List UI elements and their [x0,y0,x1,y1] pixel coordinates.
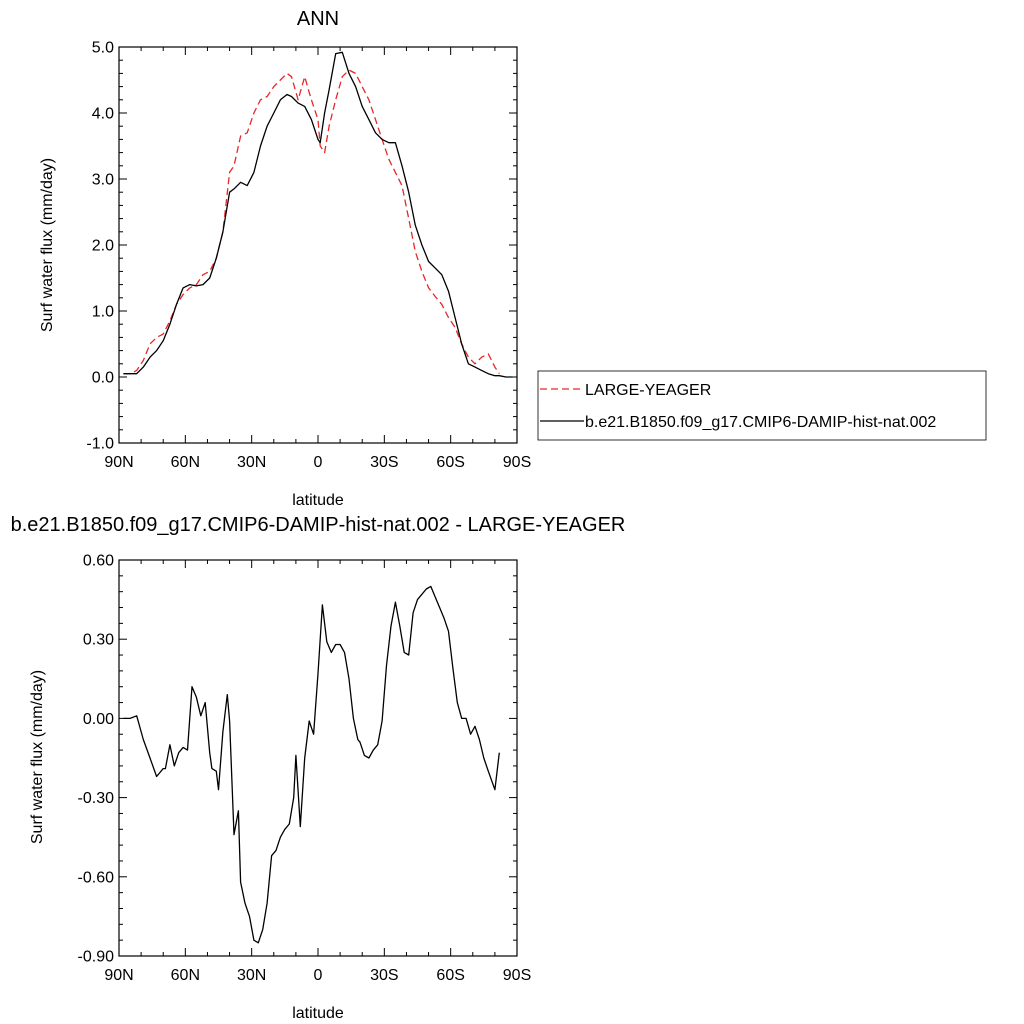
panel-difference: b.e21.B1850.f09_g17.CMIP6-DAMIP-hist-nat… [11,514,626,1022]
plot-frame [118,46,518,444]
x-tick-label: 30S [370,454,398,471]
x-tick-label: 90N [104,967,133,984]
x-tick-label: 60S [436,454,464,471]
x-tick-label: 0 [314,454,323,471]
y-tick-label: -1.0 [86,436,114,453]
y-axis-label: Surf water flux (mm/day) [29,670,46,844]
x-tick-label: 90S [503,967,531,984]
y-axis-label: Surf water flux (mm/day) [39,158,56,332]
series-lines [123,51,513,378]
series-line-1 [123,69,500,375]
legend: LARGE-YEAGER b.e21.B1850.f09_g17.CMIP6-D… [537,370,987,441]
y-tick-labels: -1.0 0.0 1.0 2.0 3.0 4.0 5.0 [86,40,114,453]
y-tick-label: 0.00 [83,711,114,728]
legend-label-hist-nat: b.e21.B1850.f09_g17.CMIP6-DAMIP-hist-nat… [585,414,936,431]
series-line-1 [123,585,500,944]
y-tick-labels: -0.90 -0.60 -0.30 0.00 0.30 0.60 [78,553,115,966]
chart-title: ANN [297,8,339,30]
panel-annual-mean: ANN Surf water flux (mm/day) latitude -1… [39,8,531,509]
x-tick-label: 30N [237,454,266,471]
x-tick-label: 30N [237,967,266,984]
x-tick-label: 60S [436,967,464,984]
series-lines [123,585,500,944]
y-tick-label: 4.0 [92,106,114,123]
x-tick-label: 60N [171,454,200,471]
x-tick-label: 90S [503,454,531,471]
y-tick-label: 3.0 [92,172,114,189]
x-tick-label: 30S [370,967,398,984]
legend-label-large-yeager: LARGE-YEAGER [585,382,711,399]
y-tick-label: -0.90 [78,949,115,966]
x-axis-label: latitude [292,492,344,509]
legend-box [537,370,987,441]
y-tick-label: 0.30 [83,632,114,649]
x-tick-label: 90N [104,454,133,471]
y-tick-label: 0.60 [83,553,114,570]
x-tick-label: 60N [171,967,200,984]
y-tick-label: -0.60 [78,869,115,886]
y-tick-label: 1.0 [92,304,114,321]
y-tick-label: -0.30 [78,790,115,807]
y-tick-label: 0.0 [92,370,114,387]
chart-title: b.e21.B1850.f09_g17.CMIP6-DAMIP-hist-nat… [11,514,626,536]
x-tick-label: 0 [314,967,323,984]
axis-ticks [118,46,518,444]
axis-ticks [118,559,518,957]
y-tick-label: 2.0 [92,238,114,255]
y-tick-label: 5.0 [92,40,114,57]
series-line-2 [123,51,513,378]
x-tick-labels: 90N 60N 30N 0 30S 60S 90S [104,454,531,471]
x-axis-label: latitude [292,1005,344,1022]
plot-frame [118,559,518,957]
x-tick-labels: 90N 60N 30N 0 30S 60S 90S [104,967,531,984]
